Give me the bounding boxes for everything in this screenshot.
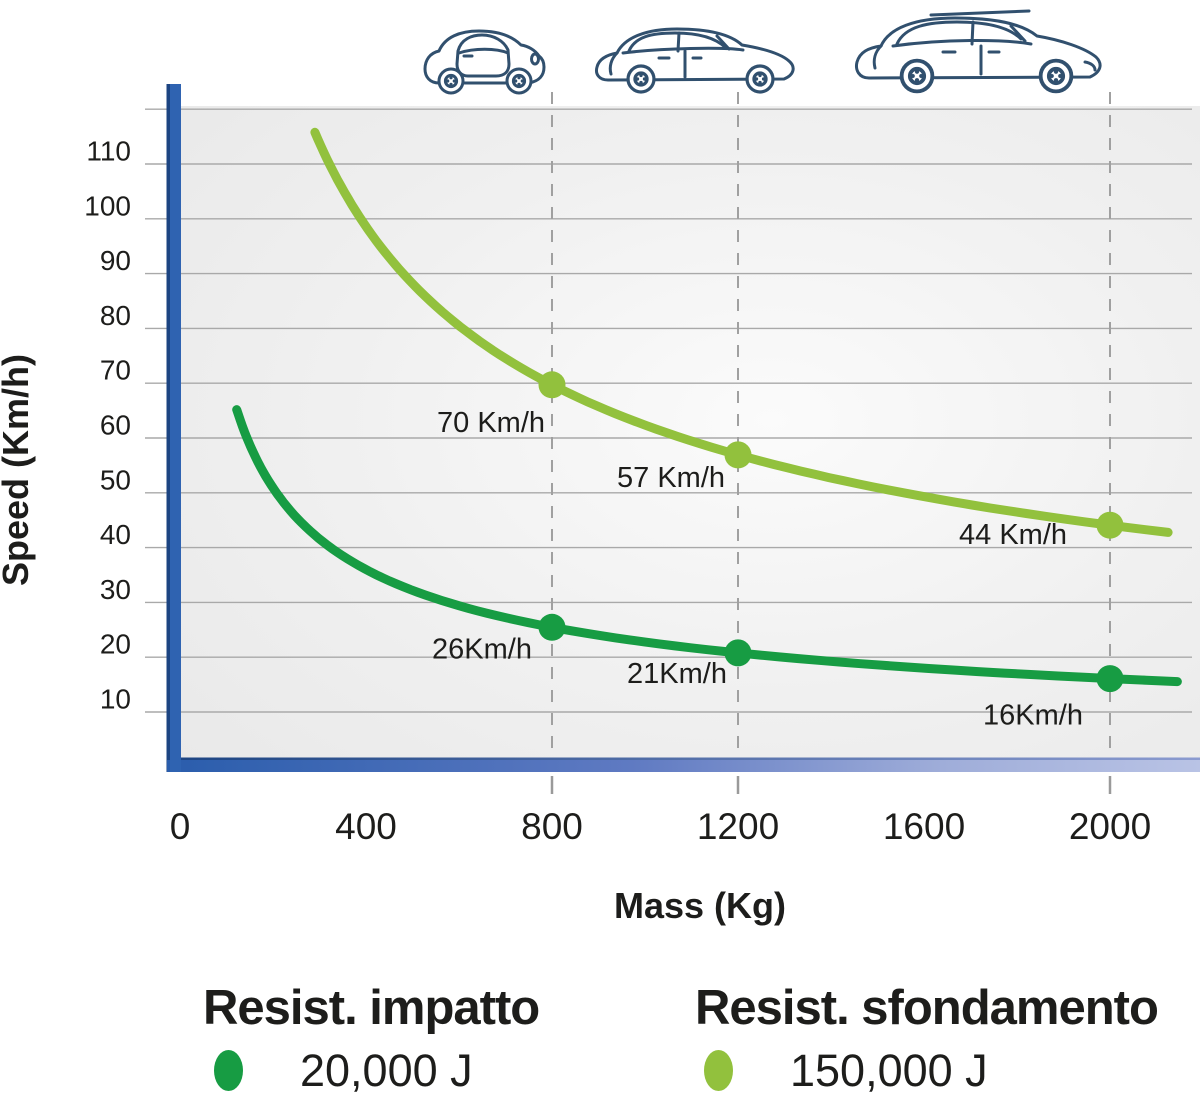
impatto-dot-icon (214, 1050, 243, 1091)
sfondamento-dot-icon (704, 1050, 733, 1091)
x-tick-label: 400 (335, 806, 397, 847)
data-points-layer (538, 371, 1124, 693)
y-tick-label: 10 (100, 684, 131, 715)
car-windshield (1009, 24, 1027, 43)
y-tick-label: 80 (100, 300, 131, 331)
car-beltline (621, 46, 745, 55)
data-point-label: 16Km/h (983, 700, 1083, 732)
y-tick-label: 60 (100, 410, 131, 441)
suv-car-icon (855, 9, 1102, 94)
car-headlight (530, 52, 540, 66)
car-wheel (505, 67, 533, 95)
car-beltline (891, 38, 1033, 48)
car-roof-glass (627, 31, 728, 53)
point-labels-layer: 26Km/h 21Km/h 16Km/h 70 Km/h 57 Km/h 44 Km/h (432, 407, 1083, 732)
x-tick-label: 2000 (1069, 806, 1151, 847)
data-point (538, 613, 566, 641)
car-wheel (1038, 58, 1074, 94)
y-tick-labels: 10 20 30 40 50 60 70 80 90 100 110 (84, 136, 131, 715)
car-wheel (626, 64, 656, 94)
y-tick-label: 70 (100, 355, 131, 386)
car-wheel (899, 58, 935, 94)
x-tick-label: 0 (170, 806, 191, 847)
data-point (538, 371, 566, 399)
hatchback-car-icon (595, 27, 795, 94)
car-roof-glass (895, 20, 1023, 46)
city-car-icon (423, 29, 546, 95)
legend-value-sfondamento: 150,000 J (790, 1045, 988, 1096)
y-tick-label: 90 (100, 245, 131, 276)
data-point (724, 441, 752, 469)
y-axis-title: Speed (Km/h) (0, 354, 36, 586)
x-tick-label: 800 (521, 806, 583, 847)
car-wheel (437, 67, 465, 95)
legend-title-impatto: Resist. impatto (203, 981, 540, 1035)
data-point-label: 70 Km/h (437, 407, 545, 439)
car-rear-hatch (608, 51, 619, 76)
y-tick-label: 40 (100, 519, 131, 550)
x-tick-label: 1200 (697, 806, 779, 847)
x-axis-bar-edge (167, 757, 1200, 761)
y-tick-label: 30 (100, 574, 131, 605)
car-wheel (745, 64, 775, 94)
y-tick-label: 50 (100, 464, 131, 495)
data-point (1096, 511, 1124, 539)
data-point-label: 26Km/h (432, 633, 532, 665)
x-axis-bar (167, 760, 1200, 772)
curve-resist-impatto (232, 405, 1182, 687)
data-point-label: 44 Km/h (959, 519, 1067, 551)
car-roof-rail (929, 9, 1031, 17)
x-tick-label: 1600 (883, 806, 965, 847)
data-point (1096, 665, 1124, 693)
y-tick-label: 20 (100, 629, 131, 660)
y-axis-line (170, 84, 181, 772)
car-beltline (457, 47, 510, 55)
car-front-light (1083, 60, 1097, 72)
axis-frame (166, 84, 1200, 772)
car-windshield (715, 34, 731, 51)
legend-title-sfondamento: Resist. sfondamento (695, 981, 1159, 1035)
y-tick-label: 100 (84, 190, 131, 221)
data-point-label: 57 Km/h (617, 462, 725, 494)
y-tick-label: 110 (86, 136, 131, 167)
car-rear-hatch (872, 44, 883, 70)
legend-value-impatto: 20,000 J (300, 1045, 473, 1096)
x-axis-title: Mass (Kg) (614, 885, 786, 926)
data-point-label: 21Km/h (627, 658, 727, 690)
y-axis-line-edge (166, 84, 171, 772)
gridlines-layer (145, 108, 1192, 713)
data-point (724, 639, 752, 667)
x-tick-labels: 0 400 800 1200 1600 2000 (170, 806, 1151, 847)
